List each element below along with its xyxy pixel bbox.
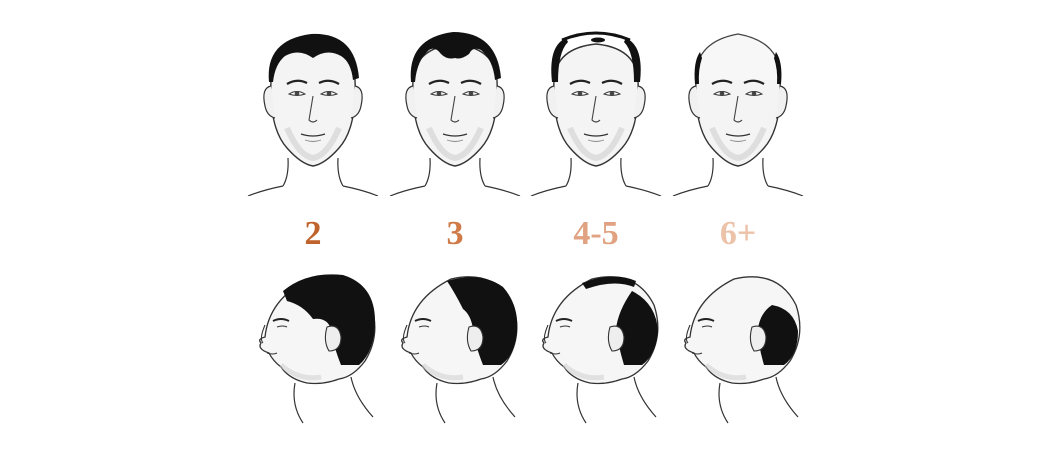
male-head-profile-stage-3-icon [385,265,525,425]
male-head-profile-stage-6-plus-icon [668,265,808,425]
male-face-front-stage-3-icon [385,18,525,196]
stage-label: 6+ [719,215,757,252]
stage-column-2: 2 [243,0,383,450]
stage-column-4-5: 4-5 [526,0,666,450]
stage-label: 4-5 [573,215,619,252]
male-face-front-stage-4-5-icon [526,18,666,196]
male-head-profile-stage-4-5-icon [526,265,666,425]
stage-column-6-plus: 6+ [668,0,808,450]
male-face-front-stage-6-plus-icon [668,18,808,196]
male-face-front-stage-2-icon [243,18,383,196]
stage-label: 2 [304,215,322,252]
stage-column-3: 3 [385,0,525,450]
male-head-profile-stage-2-icon [243,265,383,425]
stage-label: 3 [446,215,464,252]
